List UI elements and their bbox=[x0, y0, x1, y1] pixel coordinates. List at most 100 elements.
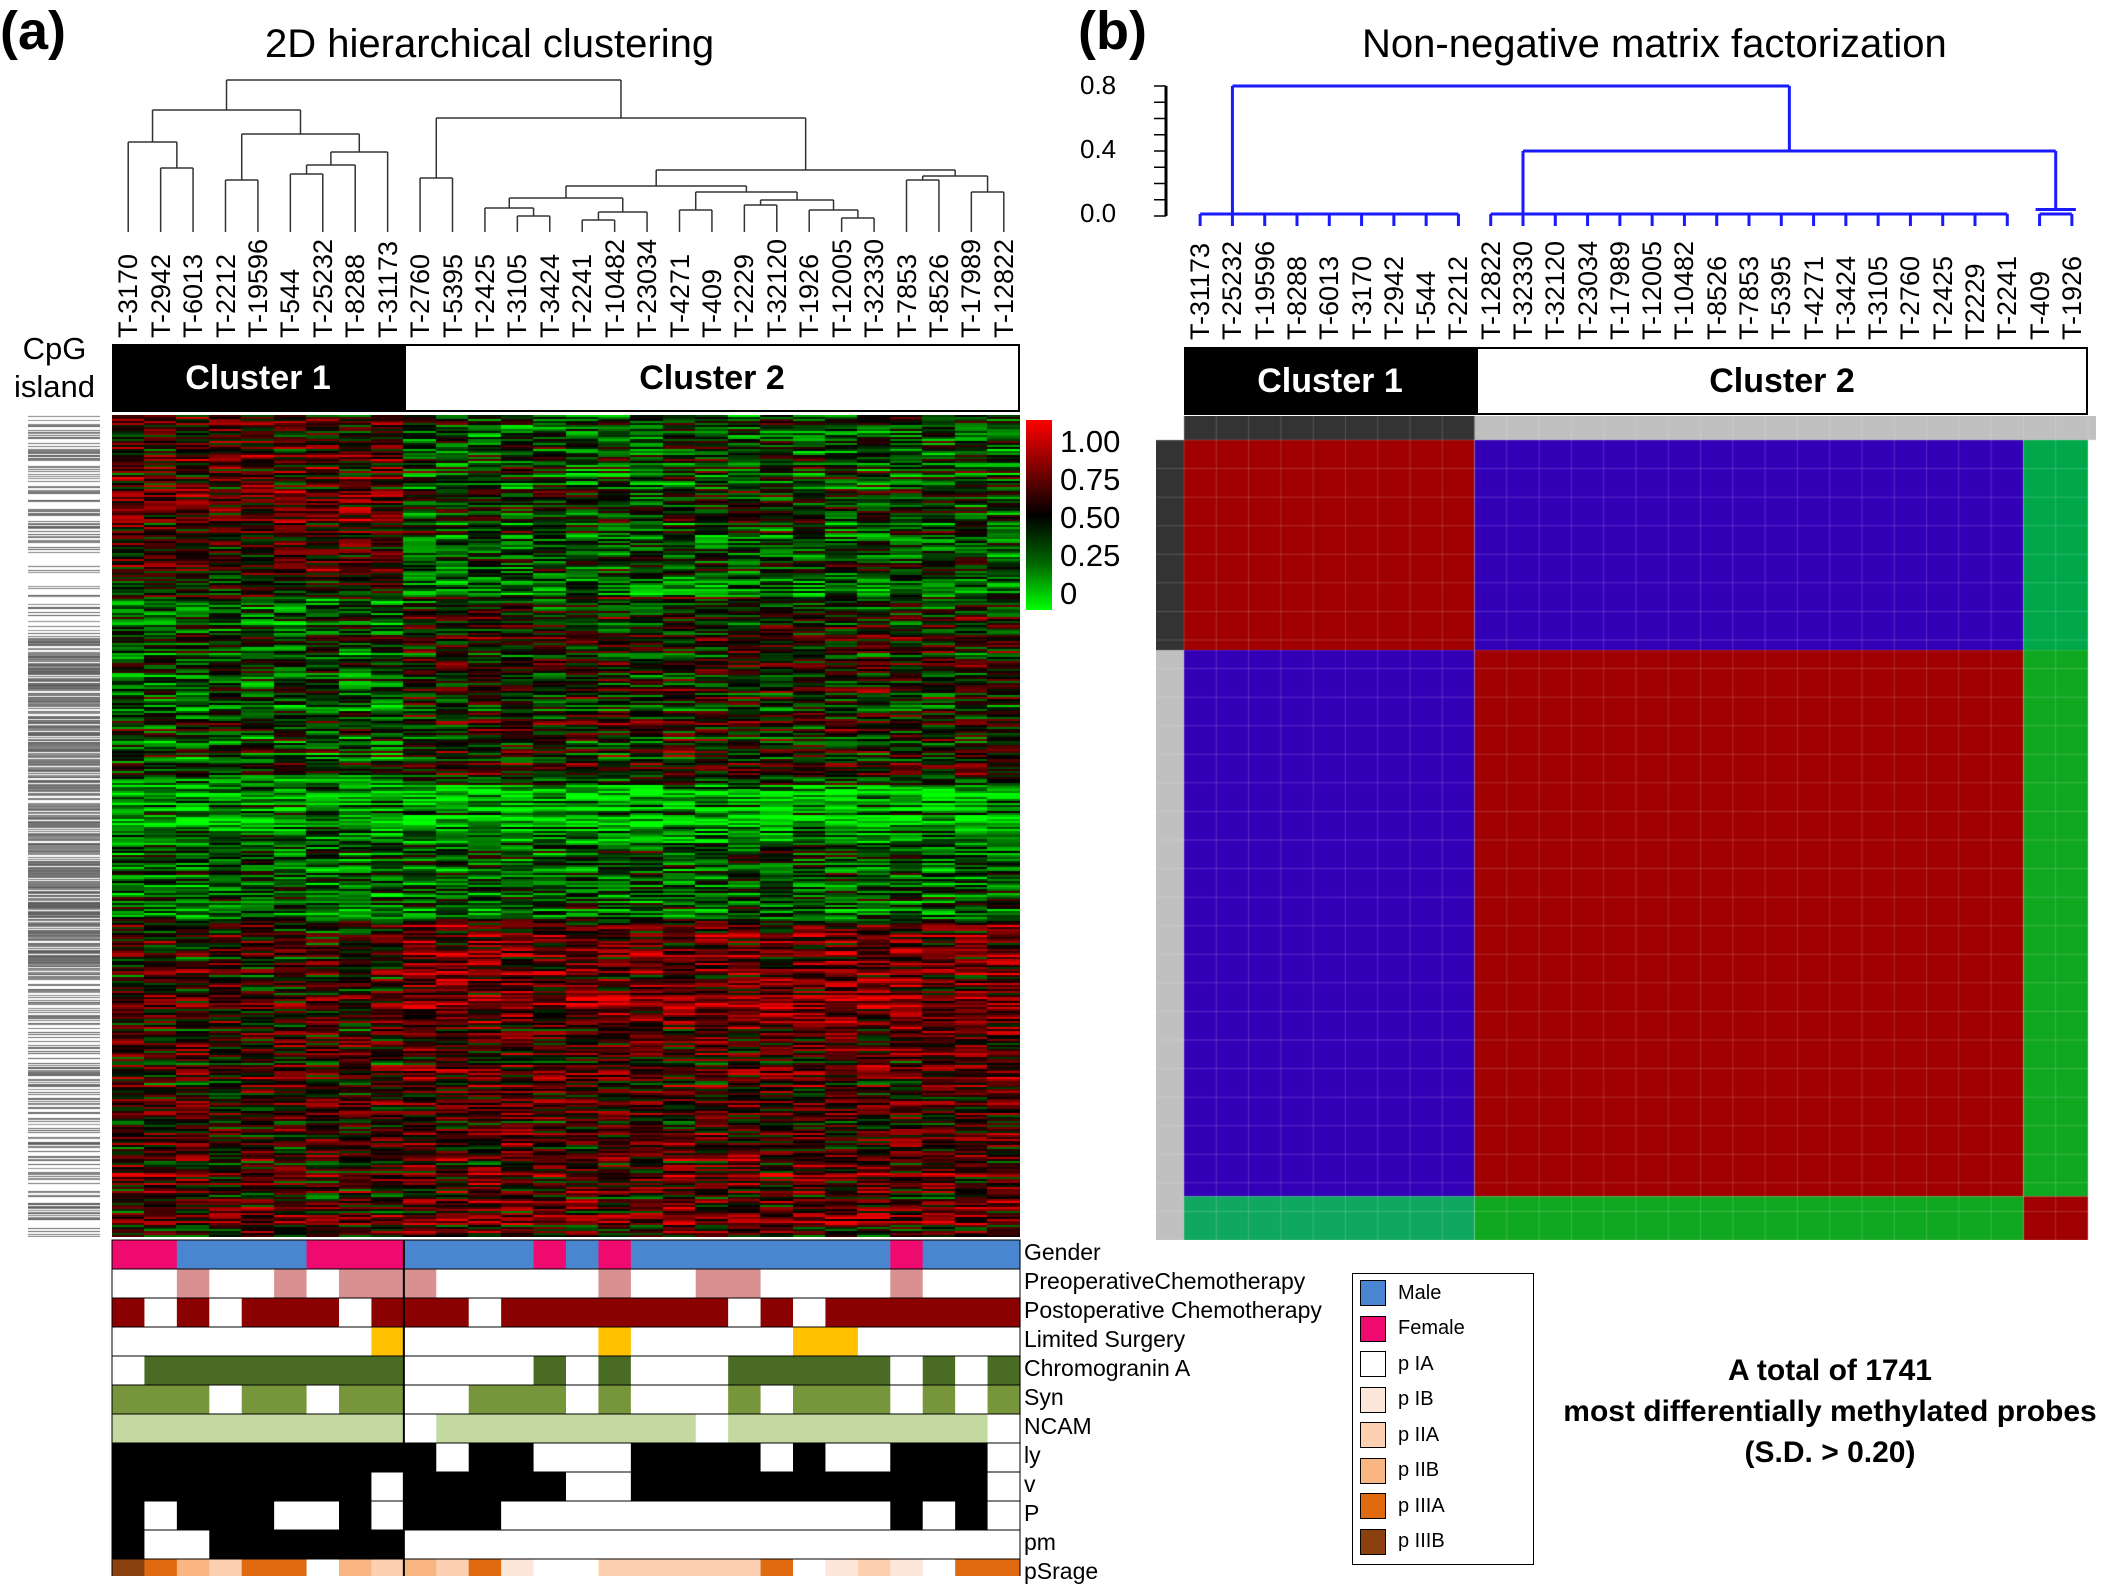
panel-a-letter: (a) bbox=[0, 1, 66, 61]
annotation-cell bbox=[987, 1414, 1021, 1443]
annotation-cell bbox=[468, 1356, 502, 1385]
annotation-cell bbox=[695, 1530, 729, 1559]
panel-b-sample-label: T-10482 bbox=[1669, 240, 1700, 340]
annotation-cell bbox=[176, 1269, 210, 1298]
annotation-cell bbox=[890, 1501, 924, 1530]
annotation-cell bbox=[890, 1269, 924, 1298]
annotation-cell bbox=[241, 1472, 275, 1501]
annotation-cell bbox=[176, 1443, 210, 1472]
panel-b-sample-label: T-12005 bbox=[1637, 240, 1668, 340]
panel-a-sample-label: T-8288 bbox=[340, 253, 371, 338]
annotation-cell bbox=[760, 1269, 794, 1298]
panel-b-sample-label: T-31173 bbox=[1185, 242, 1216, 340]
annotation-cell bbox=[663, 1327, 697, 1356]
panel-a-sample-label: T-2212 bbox=[210, 253, 241, 338]
annotation-cell bbox=[760, 1559, 794, 1576]
panel-a-sample-label: T-3170 bbox=[113, 253, 144, 338]
annotation-cell bbox=[760, 1414, 794, 1443]
annotation-cell bbox=[501, 1414, 535, 1443]
annotation-cell bbox=[566, 1269, 600, 1298]
annotation-cell bbox=[890, 1559, 924, 1576]
annotation-cell bbox=[890, 1443, 924, 1472]
legend-item: Female bbox=[1360, 1315, 1465, 1342]
annotation-cell bbox=[598, 1414, 632, 1443]
annotation-cell bbox=[209, 1530, 243, 1559]
annotation-cell bbox=[793, 1240, 827, 1269]
annotation-cell bbox=[176, 1327, 210, 1356]
annotation-cell bbox=[630, 1356, 664, 1385]
annotation-cell bbox=[695, 1298, 729, 1327]
annotation-track-label: NCAM bbox=[1024, 1413, 1092, 1439]
annotation-cell bbox=[793, 1269, 827, 1298]
annotation-cell bbox=[436, 1472, 470, 1501]
annotation-cell bbox=[663, 1356, 697, 1385]
annotation-cell bbox=[403, 1298, 437, 1327]
annotation-cell bbox=[793, 1443, 827, 1472]
annotation-cell bbox=[922, 1327, 956, 1356]
panel-a-sample-label: T-2425 bbox=[469, 253, 500, 338]
annotation-cell bbox=[533, 1298, 567, 1327]
annotation-cell bbox=[825, 1443, 859, 1472]
annotation-cell bbox=[209, 1559, 243, 1576]
annotation-cell bbox=[825, 1327, 859, 1356]
annotation-cell bbox=[403, 1414, 437, 1443]
annotation-cell bbox=[241, 1298, 275, 1327]
panel-b-sample-label: T-6013 bbox=[1314, 255, 1345, 340]
dendro-axis-tick-08: 0.8 bbox=[1080, 70, 1117, 100]
annotation-cell bbox=[955, 1443, 989, 1472]
annotation-cell bbox=[112, 1414, 146, 1443]
panel-b-letter: (b) bbox=[1078, 1, 1147, 61]
panel-b-sample-label: T-3424 bbox=[1830, 255, 1861, 340]
annotation-cell bbox=[728, 1385, 762, 1414]
annotation-cell bbox=[112, 1298, 146, 1327]
panel-b-sample-label: T-409 bbox=[2024, 270, 2055, 340]
annotation-cell bbox=[176, 1240, 210, 1269]
panel-b-sample-label: T-2241 bbox=[1992, 255, 2023, 340]
legend-box bbox=[1352, 1273, 1534, 1565]
annotation-cell bbox=[630, 1530, 664, 1559]
annotation-cell bbox=[825, 1559, 859, 1576]
annotation-cell bbox=[306, 1443, 340, 1472]
annotation-cell bbox=[533, 1327, 567, 1356]
annotation-cell bbox=[306, 1501, 340, 1530]
dendro-axis-tick-00: 0.0 bbox=[1080, 198, 1117, 228]
color-scale-tick: 0.25 bbox=[1060, 538, 1121, 573]
annotation-cell bbox=[339, 1443, 373, 1472]
annotation-cell bbox=[663, 1443, 697, 1472]
annotation-cell bbox=[468, 1501, 502, 1530]
annotation-cell bbox=[468, 1443, 502, 1472]
annotation-cell bbox=[695, 1327, 729, 1356]
legend-swatch bbox=[1360, 1493, 1386, 1519]
annotation-cell bbox=[241, 1530, 275, 1559]
annotation-cell bbox=[630, 1443, 664, 1472]
panel-b-sample-label: T-544 bbox=[1411, 270, 1442, 340]
legend-label: p IIIA bbox=[1398, 1494, 1445, 1517]
annotation-cell bbox=[825, 1501, 859, 1530]
annotation-cell bbox=[209, 1501, 243, 1530]
annotation-cell bbox=[241, 1240, 275, 1269]
annotation-cell bbox=[663, 1559, 697, 1576]
annotation-cell bbox=[922, 1501, 956, 1530]
color-scale-tick: 0.50 bbox=[1060, 500, 1121, 535]
annotation-cell bbox=[274, 1414, 308, 1443]
annotation-cell bbox=[274, 1530, 308, 1559]
annotation-cell bbox=[339, 1385, 373, 1414]
panel-b-sample-label: T-23034 bbox=[1572, 240, 1603, 340]
annotation-cell bbox=[176, 1298, 210, 1327]
annotation-track-label: ly bbox=[1024, 1442, 1041, 1468]
annotation-cell bbox=[955, 1269, 989, 1298]
annotation-cell bbox=[825, 1530, 859, 1559]
annotation-cell bbox=[209, 1298, 243, 1327]
annotation-cell bbox=[468, 1559, 502, 1576]
summary-line1: A total of 1741 bbox=[1728, 1354, 1932, 1387]
annotation-cell bbox=[728, 1240, 762, 1269]
annotation-cell bbox=[987, 1356, 1021, 1385]
annotation-cell bbox=[857, 1269, 891, 1298]
panel-a-cluster1-bar: Cluster 1 bbox=[112, 344, 404, 412]
annotation-cell bbox=[695, 1414, 729, 1443]
legend-label: p IIA bbox=[1398, 1423, 1440, 1446]
annotation-cell bbox=[144, 1385, 178, 1414]
annotation-cell bbox=[501, 1240, 535, 1269]
annotation-cell bbox=[436, 1443, 470, 1472]
annotation-cell bbox=[890, 1414, 924, 1443]
